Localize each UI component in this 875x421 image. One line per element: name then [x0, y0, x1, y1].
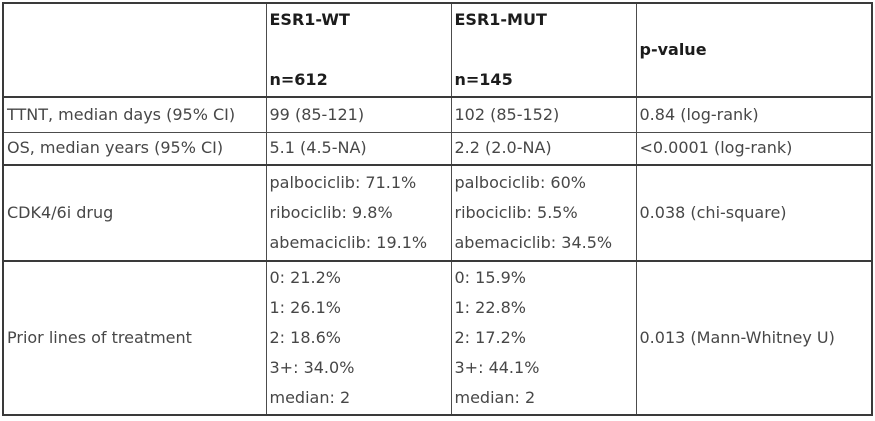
mut-value-cell: palbociclib: 60% ribociclib: 5.5% abemac… [450, 164, 637, 262]
header-spacer [270, 35, 448, 65]
p-value-cell: <0.0001 (log-rank) [635, 131, 873, 166]
value-line: 0: 21.2% [269, 268, 341, 287]
wt-value-cell: palbociclib: 71.1% ribociclib: 9.8% abem… [265, 164, 452, 262]
mut-value-cell: 2.2 (2.0-NA) [450, 131, 637, 166]
mut-value-cell: 0: 15.9% 1: 22.8% 2: 17.2% 3+: 44.1% med… [450, 260, 637, 416]
group-n: n=612 [269, 70, 328, 89]
column-header-esr1-wt: ESR1-WT n=612 [265, 2, 452, 98]
p-value-cell: 0.013 (Mann-Whitney U) [635, 260, 873, 416]
value-line: ribociclib: 9.8% [269, 203, 393, 222]
value-line: ribociclib: 5.5% [454, 203, 578, 222]
table-row-ttnt: TTNT, median days (95% CI) 99 (85-121) 1… [2, 96, 873, 133]
value-line: 0: 15.9% [454, 268, 526, 287]
value-line: 3+: 34.0% [269, 358, 355, 377]
mut-value-cell: 102 (85-152) [450, 96, 637, 133]
value-line: median: 2 [454, 388, 536, 407]
value-line: abemaciclib: 34.5% [454, 233, 613, 252]
group-name: ESR1-MUT [454, 10, 547, 29]
value-line: 2: 18.6% [269, 328, 341, 347]
wt-value-cell: 0: 21.2% 1: 26.1% 2: 18.6% 3+: 34.0% med… [265, 260, 452, 416]
value-line: palbociclib: 71.1% [269, 173, 417, 192]
row-label-cell: TTNT, median days (95% CI) [2, 96, 267, 133]
value-line: 1: 22.8% [454, 298, 526, 317]
table-row-cdk46i-drug: CDK4/6i drug palbociclib: 71.1% ribocicl… [2, 164, 873, 262]
group-n: n=145 [454, 70, 513, 89]
wt-value-cell: 99 (85-121) [265, 96, 452, 133]
value-line: 3+: 44.1% [454, 358, 540, 377]
header-row: ESR1-WT n=612 ESR1-MUT n=145 p-value [2, 2, 873, 98]
value-line: 1: 26.1% [269, 298, 341, 317]
p-value-cell: 0.84 (log-rank) [635, 96, 873, 133]
p-value-cell: 0.038 (chi-square) [635, 164, 873, 262]
value-line: palbociclib: 60% [454, 173, 586, 192]
corner-empty-cell [2, 2, 267, 98]
column-header-p-value: p-value [635, 2, 873, 98]
table-row-prior-lines: Prior lines of treatment 0: 21.2% 1: 26.… [2, 260, 873, 416]
cohort-comparison-table: ESR1-WT n=612 ESR1-MUT n=145 p-value TTN… [2, 2, 873, 416]
value-line: abemaciclib: 19.1% [269, 233, 428, 252]
row-label-cell: CDK4/6i drug [2, 164, 267, 262]
group-name: ESR1-WT [269, 10, 350, 29]
value-line: 2: 17.2% [454, 328, 526, 347]
column-header-esr1-mut: ESR1-MUT n=145 [450, 2, 637, 98]
row-label-cell: Prior lines of treatment [2, 260, 267, 416]
header-spacer [455, 35, 633, 65]
row-label-cell: OS, median years (95% CI) [2, 131, 267, 166]
p-value-header-label: p-value [639, 40, 707, 59]
wt-value-cell: 5.1 (4.5-NA) [265, 131, 452, 166]
value-line: median: 2 [269, 388, 351, 407]
table-row-os: OS, median years (95% CI) 5.1 (4.5-NA) 2… [2, 131, 873, 166]
